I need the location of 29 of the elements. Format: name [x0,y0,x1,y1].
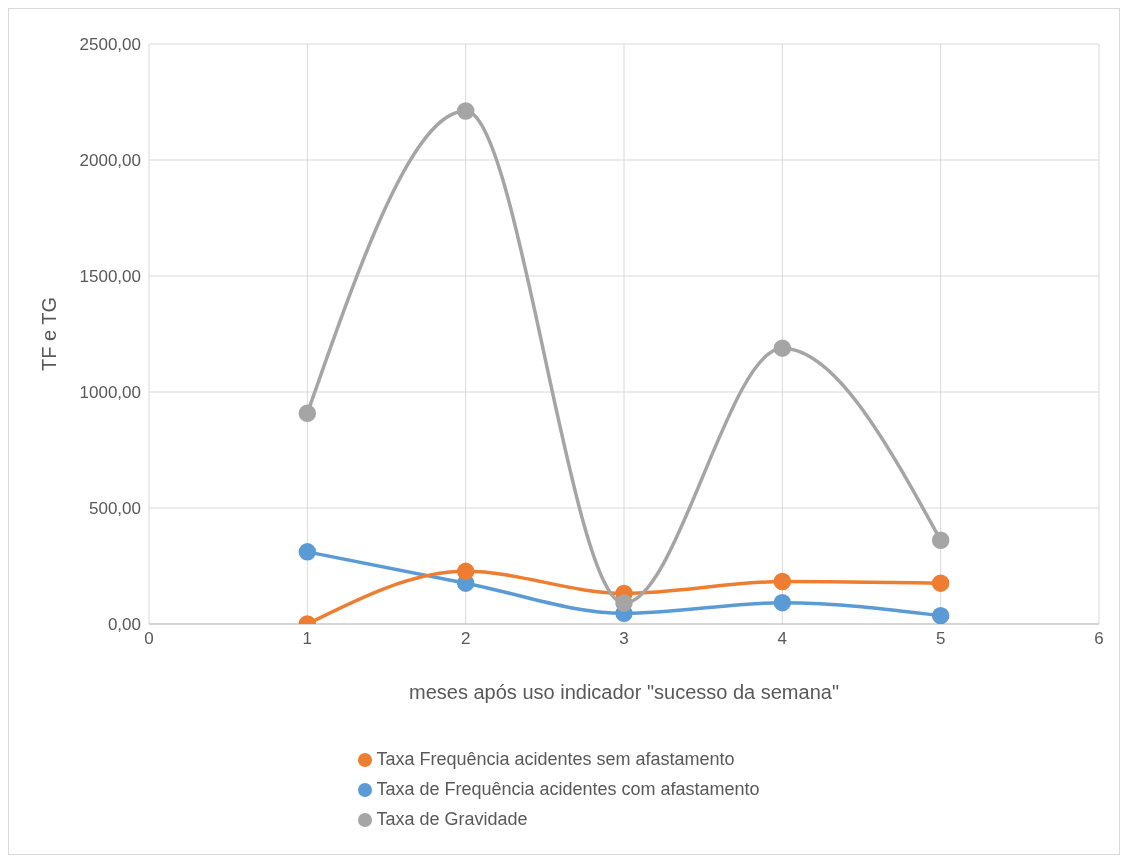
y-tick-label: 0,00 [107,615,141,635]
x-tick-label: 6 [1094,629,1104,649]
point [615,594,633,612]
point [773,339,792,357]
y-tick-label: 500,00 [89,499,141,519]
point [773,593,792,612]
y-tick-label: 2500,00 [79,35,141,55]
legend-label: Taxa Frequência acidentes sem afastamento [376,749,735,769]
point [773,572,792,591]
y-tick-label: 2000,00 [79,151,141,171]
point [298,404,317,423]
x-tick-label: 4 [777,629,788,649]
y-axis-title: TF e TG [38,296,61,372]
x-tick-label: 1 [302,629,313,649]
point [931,574,950,592]
x-axis-title: meses após uso indicador "sucesso da semana" [409,681,839,703]
x-tick-label: 0 [144,629,154,649]
y-tick-label: 1000,00 [79,383,141,403]
x-tick-label: 2 [460,629,471,649]
point [931,531,950,549]
x-tick-label: 3 [619,629,629,649]
point [456,562,475,581]
point [456,102,475,120]
point [931,606,950,624]
x-tick-label: 5 [935,629,946,649]
y-tick-label: 1500,00 [79,267,141,287]
legend-label: Taxa de Gravidade [376,809,528,829]
legend-label: Taxa de Frequência acidentes com afastamento [376,779,760,799]
point [298,543,317,561]
